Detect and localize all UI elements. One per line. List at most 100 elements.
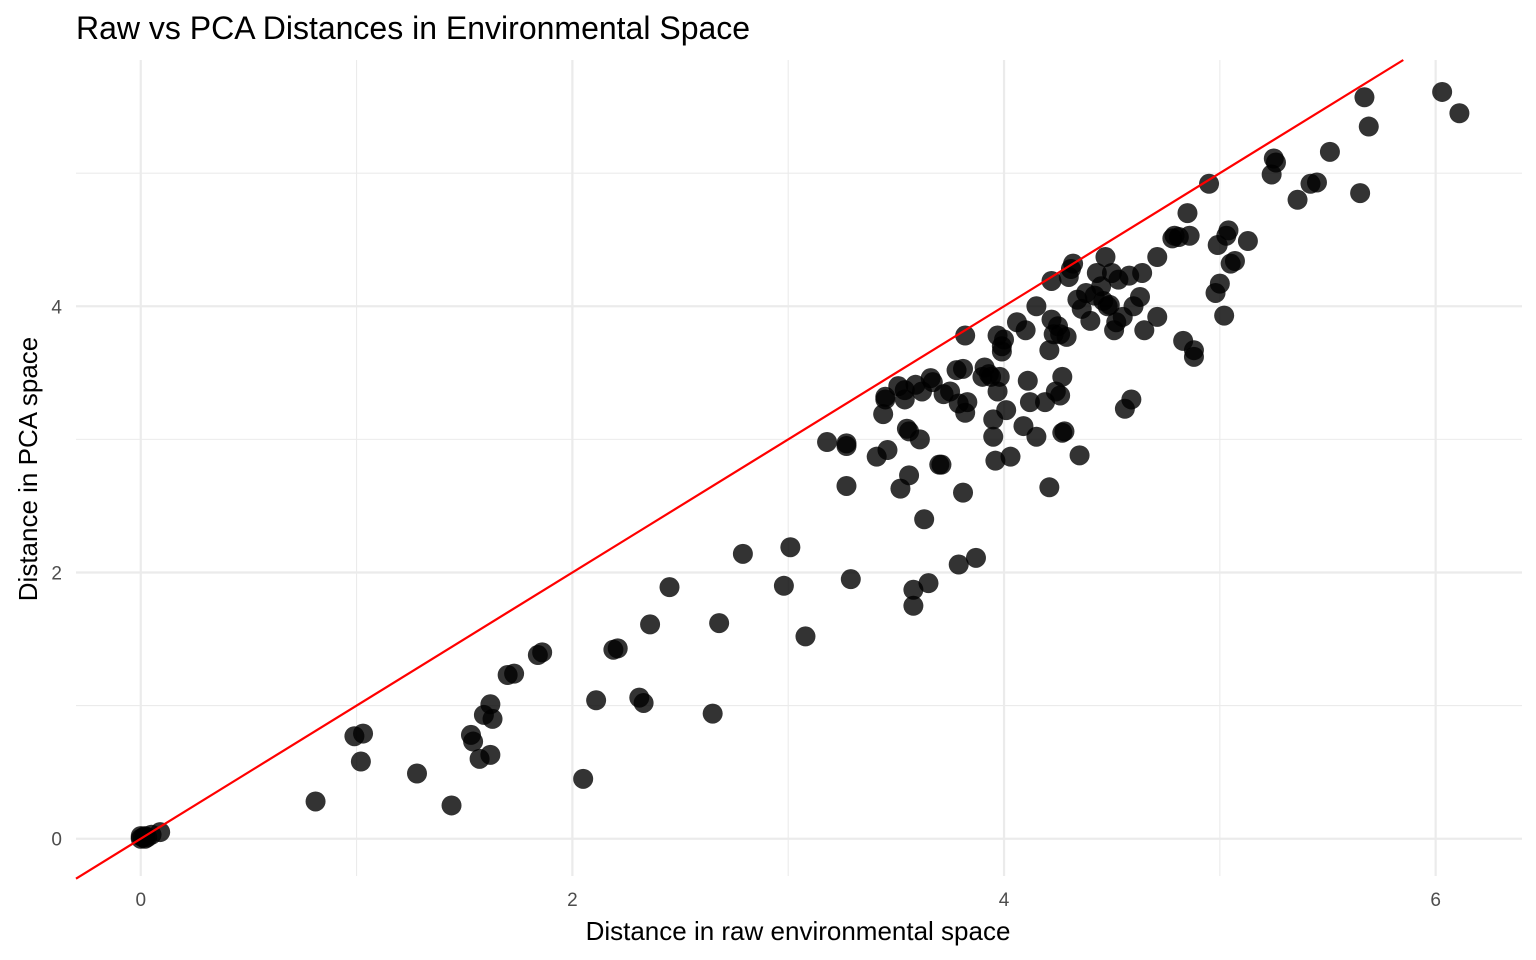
data-point xyxy=(1041,270,1062,291)
data-point xyxy=(350,751,371,772)
data-point xyxy=(1358,116,1379,137)
data-point xyxy=(957,392,978,413)
data-point xyxy=(1056,326,1077,347)
y-tick-label: 2 xyxy=(51,563,62,584)
data-point xyxy=(773,575,794,596)
x-axis-ticks: 0 2 4 6 xyxy=(135,890,1441,911)
data-point xyxy=(1000,446,1021,467)
data-point xyxy=(1019,392,1040,413)
y-tick-label: 4 xyxy=(51,297,62,318)
data-point xyxy=(1147,247,1168,268)
data-point xyxy=(1199,173,1220,194)
data-point xyxy=(918,573,939,594)
data-point xyxy=(955,325,976,346)
data-point xyxy=(1214,305,1235,326)
data-point xyxy=(795,626,816,647)
data-point xyxy=(353,723,374,744)
data-point xyxy=(1050,385,1071,406)
data-point xyxy=(996,400,1017,421)
data-point xyxy=(1179,225,1200,246)
data-point xyxy=(1039,340,1060,361)
data-point xyxy=(150,822,171,843)
data-point xyxy=(702,703,723,724)
y-axis-label: Distance in PCA space xyxy=(13,337,43,601)
data-point xyxy=(931,454,952,475)
x-tick-label: 0 xyxy=(135,890,146,911)
data-point xyxy=(640,614,661,635)
data-point xyxy=(836,436,857,457)
x-axis-label: Distance in raw environmental space xyxy=(586,916,1011,946)
data-point xyxy=(607,638,628,659)
identity-reference-line xyxy=(75,59,1404,880)
data-point xyxy=(1121,389,1142,410)
data-point xyxy=(1017,370,1038,391)
data-point xyxy=(903,595,924,616)
data-point xyxy=(1091,276,1112,297)
data-point xyxy=(732,543,753,564)
data-point xyxy=(480,744,501,765)
data-point xyxy=(1177,203,1198,224)
data-point xyxy=(1080,310,1101,331)
data-point xyxy=(1265,152,1286,173)
data-point xyxy=(659,577,680,598)
data-point xyxy=(909,429,930,450)
data-points xyxy=(130,81,1470,849)
data-point xyxy=(1147,306,1168,327)
chart-title: Raw vs PCA Distances in Environmental Sp… xyxy=(76,10,750,46)
data-point xyxy=(1354,87,1375,108)
data-point xyxy=(1306,172,1327,193)
data-point xyxy=(633,692,654,713)
data-point xyxy=(994,329,1015,350)
data-point xyxy=(1218,220,1239,241)
data-point xyxy=(1132,262,1153,283)
data-point xyxy=(953,482,974,503)
data-point xyxy=(953,358,974,379)
data-point xyxy=(780,537,801,558)
data-point xyxy=(1237,231,1258,252)
data-point xyxy=(1095,247,1116,268)
data-point xyxy=(305,791,326,812)
y-axis-ticks: 0 2 4 xyxy=(51,297,62,850)
data-point xyxy=(463,731,484,752)
data-point xyxy=(983,426,1004,447)
data-point xyxy=(1134,320,1155,341)
data-point xyxy=(987,381,1008,402)
data-point xyxy=(1026,296,1047,317)
data-point xyxy=(1449,103,1470,124)
x-tick-label: 2 xyxy=(567,890,578,911)
data-point xyxy=(1129,286,1150,307)
major-gridlines xyxy=(76,60,1522,876)
data-point xyxy=(586,690,607,711)
data-point xyxy=(985,450,1006,471)
data-point xyxy=(1432,81,1453,102)
data-point xyxy=(1287,189,1308,210)
data-point xyxy=(1015,320,1036,341)
data-point xyxy=(873,404,894,425)
data-point xyxy=(965,547,986,568)
data-point xyxy=(1026,426,1047,447)
data-point xyxy=(1039,477,1060,498)
data-point xyxy=(1069,445,1090,466)
data-point xyxy=(989,366,1010,387)
data-point xyxy=(1319,141,1340,162)
data-point xyxy=(532,642,553,663)
data-point xyxy=(1224,251,1245,272)
data-point xyxy=(1209,273,1230,294)
minor-gridlines xyxy=(76,60,1522,876)
y-tick-label: 0 xyxy=(51,830,62,851)
data-point xyxy=(1099,294,1120,315)
data-point xyxy=(894,389,915,410)
data-point xyxy=(504,663,525,684)
data-point xyxy=(899,465,920,486)
data-point xyxy=(573,768,594,789)
data-point xyxy=(441,795,462,816)
data-point xyxy=(1183,346,1204,367)
data-point xyxy=(480,694,501,715)
data-point xyxy=(877,440,898,461)
data-point xyxy=(1054,421,1075,442)
data-point xyxy=(817,432,838,453)
data-point xyxy=(948,554,969,575)
x-tick-label: 4 xyxy=(999,890,1010,911)
data-point xyxy=(406,763,427,784)
